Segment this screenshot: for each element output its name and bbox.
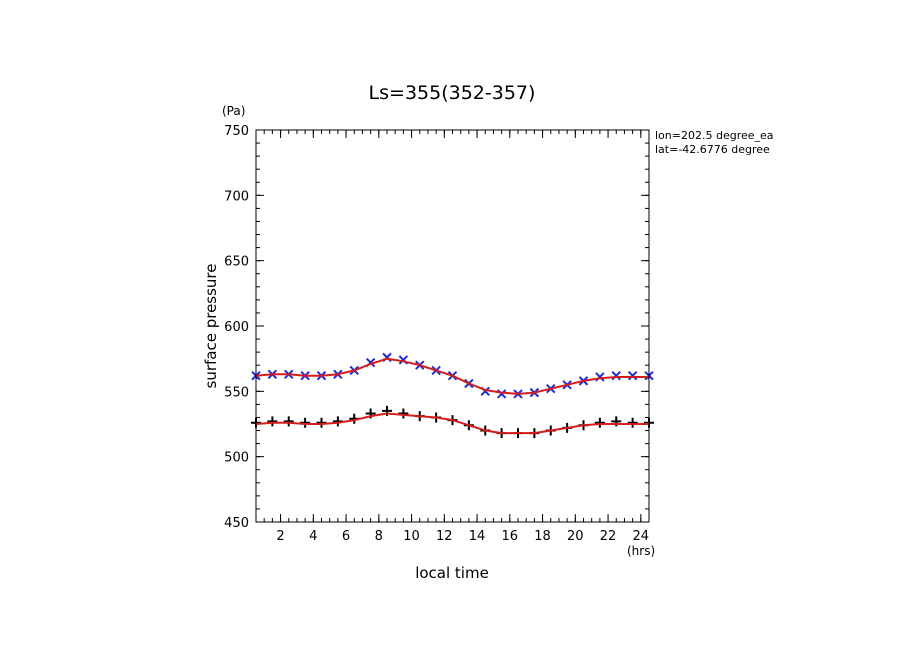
series-3 [255, 412, 649, 435]
plus-marker-point [594, 417, 605, 428]
x-tick-label: 20 [567, 529, 584, 544]
y-tick-label: 650 [224, 255, 249, 270]
plus-marker-point [267, 416, 278, 427]
annotation-lon: lon=202.5 degree_ea [655, 129, 774, 142]
x-tick-label: 18 [534, 529, 551, 544]
x-marker-point [611, 370, 621, 381]
plus-marker-point [283, 416, 294, 427]
x-unit-label: (hrs) [627, 544, 655, 558]
plus-marker-point [300, 417, 311, 428]
y-tick-label: 500 [224, 451, 249, 466]
y-tick-label: 750 [224, 124, 249, 139]
y-tick-label: 600 [224, 320, 249, 335]
plot-frame [255, 129, 650, 523]
x-tick-label: 4 [309, 529, 317, 544]
y-axis-label: surface pressure [202, 264, 220, 389]
plus-marker-point [627, 417, 638, 428]
fit-line [255, 357, 649, 395]
x-tick-label: 22 [600, 529, 617, 544]
y-tick-label: 550 [224, 385, 249, 400]
x-axis-label: local time [415, 564, 489, 582]
x-tick-label: 2 [276, 529, 284, 544]
fit-line [255, 412, 649, 435]
y-tick-labels: 450 500 550 600 650 700 750 [224, 124, 249, 531]
annotation-lat: lat=-42.6776 degree [655, 143, 770, 156]
y-unit-label: (Pa) [222, 104, 245, 118]
chart-title: Ls=355(352-357) [369, 82, 536, 104]
plus-marker-point [316, 417, 327, 428]
x-tick-label: 8 [375, 529, 383, 544]
minor-ticks [255, 129, 650, 523]
series-2 [255, 357, 649, 395]
y-tick-label: 700 [224, 189, 249, 204]
x-tick-label: 10 [403, 529, 420, 544]
x-tick-label: 24 [633, 529, 650, 544]
x-tick-label: 6 [342, 529, 350, 544]
major-ticks [256, 129, 649, 523]
plus-marker-point [398, 408, 409, 419]
x-marker-point [627, 370, 638, 381]
x-tick-label: 12 [436, 529, 453, 544]
series-layer [251, 352, 654, 439]
series-1 [251, 405, 654, 439]
y-tick-label: 450 [224, 516, 249, 531]
x-tick-label: 14 [469, 529, 486, 544]
x-tick-label: 16 [502, 529, 519, 544]
x-tick-labels: 2 4 6 8 10 12 14 16 18 20 22 24 [276, 529, 649, 544]
